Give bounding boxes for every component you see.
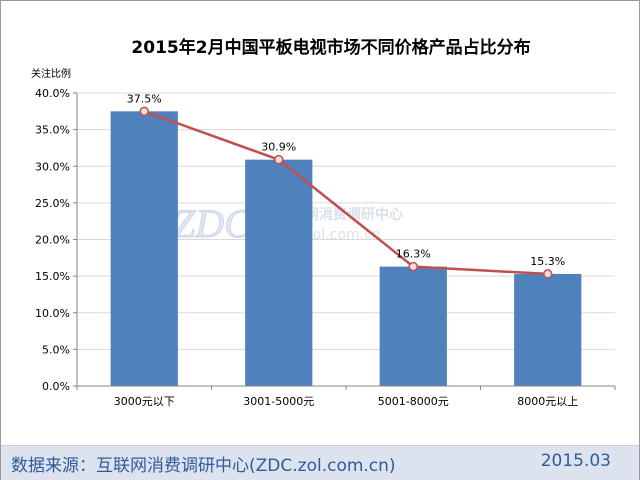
y-tick-label: 40.0%: [35, 87, 70, 100]
y-tick-label: 0.0%: [42, 380, 70, 393]
line-point: [408, 261, 418, 272]
bar: [110, 111, 178, 386]
watermark: ZDC 互联网消费调研中心 zdc.zol.com.cn: [173, 201, 404, 247]
x-tick-label: 5001-8000元: [378, 395, 449, 408]
x-tick-label: 8000元以上: [517, 395, 578, 408]
y-tick-label: 10.0%: [35, 307, 70, 320]
data-label: 30.9%: [261, 141, 296, 154]
y-tick-label: 35.0%: [35, 124, 70, 137]
y-tick-label: 30.0%: [35, 160, 70, 173]
bar: [245, 159, 313, 386]
y-tick-label: 5.0%: [42, 343, 70, 356]
chart-title: 2015年2月中国平板电视市场不同价格产品占比分布: [131, 37, 530, 58]
watermark-logo: ZDC: [173, 201, 252, 246]
data-label: 15.3%: [530, 255, 565, 268]
line-point: [274, 154, 284, 165]
line-point: [543, 269, 553, 279]
report-date: 2015.03: [540, 451, 611, 471]
line-layer: [139, 106, 553, 279]
bar: [379, 266, 447, 386]
data-label: 37.5%: [127, 92, 162, 105]
bar: [514, 273, 582, 386]
x-tick-label: 3000元以下: [114, 395, 175, 408]
y-axis-label: 关注比例: [31, 67, 71, 80]
labels-layer: 0.0% 5.0% 10.0% 15.0% 20.0% 25.0% 30.0% 35.0% 40…: [35, 87, 578, 408]
y-tick-label: 25.0%: [35, 197, 70, 210]
footer: 数据来源：互联网消费调研中心(ZDC.zol.com.cn) 2015.03: [1, 445, 639, 480]
line-point: [139, 106, 149, 117]
chart-canvas: 2015年2月中国平板电视市场不同价格产品占比分布 关注比例 ZDC 互联网消费…: [31, 37, 616, 408]
data-source-text: 数据来源：互联网消费调研中心(ZDC.zol.com.cn): [11, 456, 396, 476]
x-tick-label: 3001-5000元: [243, 395, 314, 408]
data-label: 16.3%: [396, 248, 431, 261]
trend-line: [143, 110, 548, 276]
y-tick-label: 20.0%: [35, 234, 70, 247]
bars-layer: [110, 111, 582, 386]
y-tick-label: 15.0%: [35, 270, 70, 283]
axes-layer: [73, 92, 616, 390]
